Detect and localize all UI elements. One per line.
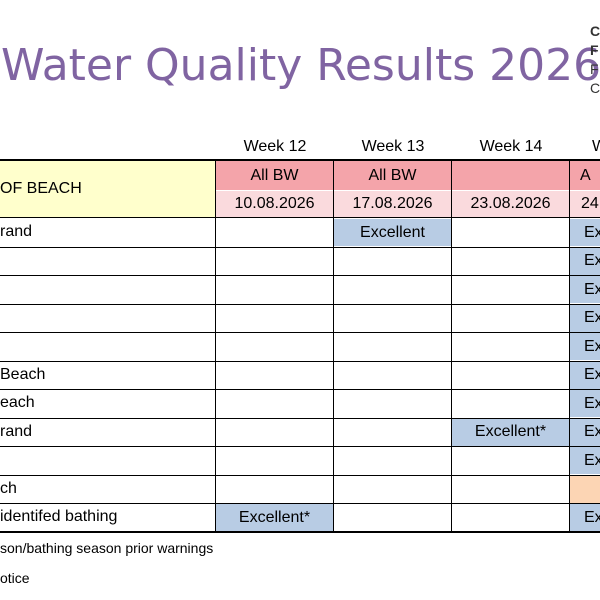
table-row-name [0,247,214,275]
row-divider [0,389,600,390]
result-cell-w12 [216,219,333,246]
result-cell-w14 [452,305,569,332]
header-bottom-border [0,217,600,218]
result-cell-w14 [452,333,569,360]
result-cell-w13 [334,504,451,531]
column-divider [569,161,570,531]
table-row-name [0,275,214,303]
result-cell-w15: Ex [570,276,600,303]
beach-name-header-text: OF BEACH [0,180,82,197]
result-cell-w14 [452,504,569,531]
corner-text-4: C [590,80,600,96]
result-cell-w13 [334,476,451,503]
result-cell-w12 [216,390,333,417]
table-row-name: identifed bathing [0,508,118,525]
week-15-label: W [592,138,600,155]
result-cell-w13: Excellent [334,219,451,246]
week-12-bw: All BW [216,161,333,190]
result-cell-w12 [216,305,333,332]
result-cell-w15: Ex [570,247,600,275]
result-cell-w13 [334,447,451,474]
table-row-name: rand [0,223,33,240]
result-cell-w15: Ex [570,333,600,360]
row-divider [0,417,600,419]
corner-text-2: F [590,42,599,58]
beach-name-header: OF BEACH [0,161,215,217]
result-cell-w13 [334,248,451,275]
footnote-2: otice [0,570,30,586]
week-12-date: 10.08.2026 [216,190,333,217]
result-cell-w13 [334,276,451,303]
row-divider [0,360,600,362]
result-cell-w13 [334,333,451,360]
result-cell-w15: Ex [570,304,600,332]
week-15-date: 24 [570,190,600,217]
result-cell-w14 [452,476,569,503]
column-divider [215,161,216,531]
result-cell-w12 [216,248,333,275]
result-cell-w15 [570,475,600,503]
result-cell-w14 [452,447,569,474]
result-cell-w15: Ex [570,504,600,531]
table-row-name: rand [0,422,33,440]
column-divider [451,161,452,531]
result-cell-w14 [452,390,569,417]
result-cell-w14 [452,276,569,303]
week-13-bw: All BW [334,161,451,190]
result-cell-w13 [334,419,451,446]
row-divider [0,303,600,305]
week-13-label: Week 13 [361,138,425,155]
row-divider [0,474,600,476]
corner-text-1: C [590,23,600,39]
table-top-border [0,159,600,161]
table-row-name: Beach [0,365,46,383]
corner-text-3: F [590,61,599,77]
table-row-name [0,446,214,474]
result-cell-w12 [216,276,333,303]
table-bottom-border [0,531,600,533]
result-cell-w13 [334,305,451,332]
page-title: Water Quality Results 2026 [1,40,600,91]
result-cell-w12 [216,476,333,503]
result-cell-w12 [216,362,333,389]
row-divider [0,275,600,276]
week-12-label: Week 12 [243,138,307,155]
week-13-date: 17.08.2026 [334,190,451,217]
result-cell-w15: Ex [570,219,600,246]
table-row-name: each [0,394,35,411]
row-divider [0,332,600,333]
result-cell-w14 [452,362,569,389]
week-14-date: 23.08.2026 [452,190,569,217]
result-cell-w12 [216,333,333,360]
result-cell-w12: Excellent* [216,504,333,531]
result-cell-w14 [452,219,569,246]
table-row-name [0,332,214,360]
result-cell-w12 [216,419,333,446]
result-cell-w15: Ex [570,447,600,474]
result-cell-w14 [452,248,569,275]
table-row-name [0,304,214,332]
footnote-1: son/bathing season prior warnings [0,540,214,556]
result-cell-w14: Excellent* [452,418,569,446]
result-cell-w15: Ex [570,418,600,446]
week-15-bw: A [570,161,600,190]
result-cell-w12 [216,447,333,474]
week-14-label: Week 14 [479,138,543,155]
row-divider [0,246,600,248]
result-cell-w13 [334,390,451,417]
row-divider [0,446,600,447]
week-14-bw [452,161,569,190]
column-divider [333,161,334,531]
result-cell-w15: Ex [570,361,600,389]
table-row-name: ch [0,479,17,497]
result-cell-w15: Ex [570,390,600,417]
result-cell-w13 [334,362,451,389]
row-divider [0,503,600,504]
